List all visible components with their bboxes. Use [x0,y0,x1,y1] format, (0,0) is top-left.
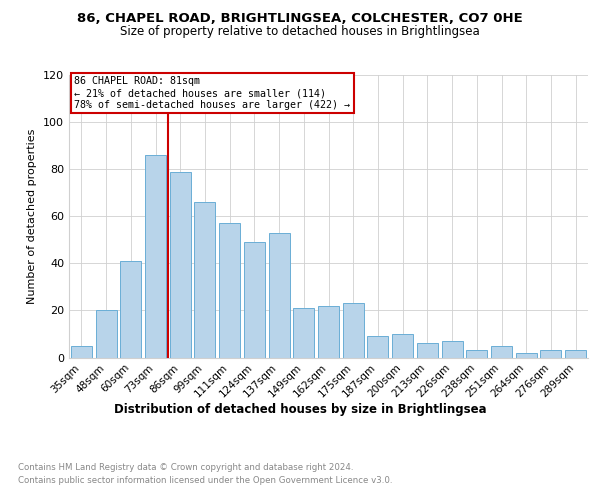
Text: 86 CHAPEL ROAD: 81sqm
← 21% of detached houses are smaller (114)
78% of semi-det: 86 CHAPEL ROAD: 81sqm ← 21% of detached … [74,76,350,110]
Text: Size of property relative to detached houses in Brightlingsea: Size of property relative to detached ho… [120,25,480,38]
Text: Contains HM Land Registry data © Crown copyright and database right 2024.: Contains HM Land Registry data © Crown c… [18,462,353,471]
Bar [565,350,586,358]
Bar [491,346,512,358]
Text: Distribution of detached houses by size in Brightlingsea: Distribution of detached houses by size … [113,402,487,415]
Bar [269,232,290,358]
Bar [392,334,413,357]
Bar [244,242,265,358]
Bar [170,172,191,358]
Bar [194,202,215,358]
Bar [541,350,562,358]
Bar [293,308,314,358]
Bar [120,261,141,358]
Y-axis label: Number of detached properties: Number of detached properties [28,128,37,304]
Bar [417,344,438,357]
Bar [367,336,388,357]
Text: 86, CHAPEL ROAD, BRIGHTLINGSEA, COLCHESTER, CO7 0HE: 86, CHAPEL ROAD, BRIGHTLINGSEA, COLCHEST… [77,12,523,26]
Bar [466,350,487,358]
Bar [516,353,537,358]
Bar [442,341,463,357]
Text: Contains public sector information licensed under the Open Government Licence v3: Contains public sector information licen… [18,476,392,485]
Bar [343,304,364,358]
Bar [318,306,339,358]
Bar [145,155,166,358]
Bar [219,224,240,358]
Bar [71,346,92,358]
Bar [95,310,116,358]
